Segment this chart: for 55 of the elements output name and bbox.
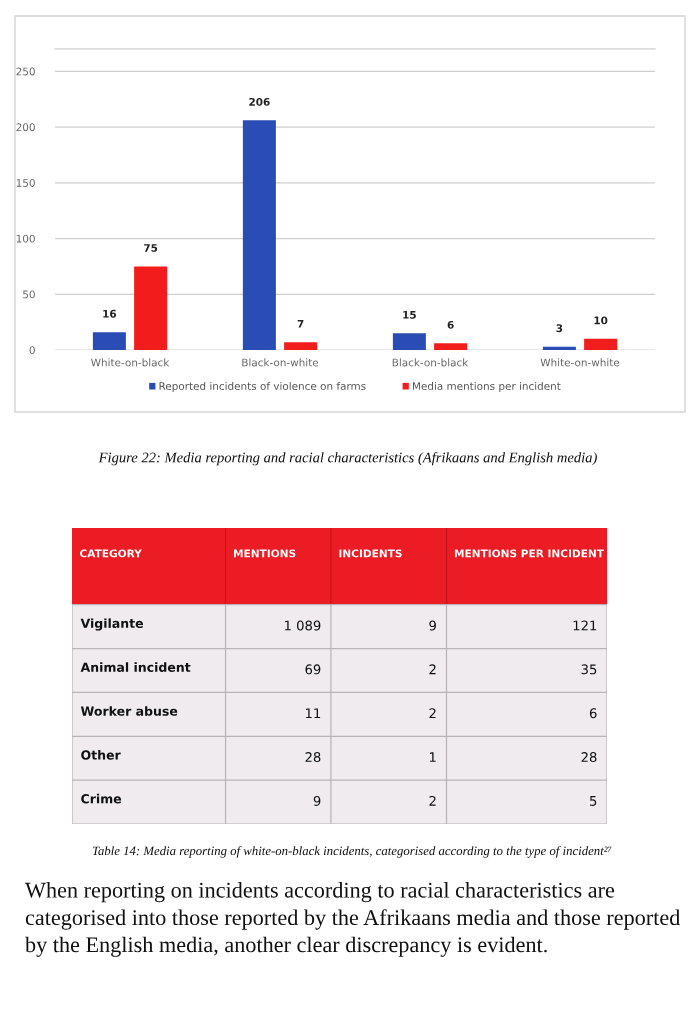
caption: Table 14: Media reporting of white-on-black incidents, categorised according to the type of incident²⁷: [92, 846, 612, 858]
bar: [284, 342, 318, 350]
text: 2: [429, 795, 436, 806]
y-tick-label: 50: [23, 290, 35, 299]
data-label: 3: [556, 324, 563, 333]
category-label: Animal incident: [80, 662, 191, 672]
text: 2: [429, 664, 436, 675]
text: 121: [573, 620, 597, 631]
bar: [434, 343, 468, 350]
text: 1: [429, 752, 436, 762]
caption: Figure 22: Media reporting and racial characteristics (Afrikaans and English media): [98, 452, 597, 466]
y-tick-label: 100: [16, 234, 35, 243]
category-label: Other: [81, 749, 121, 760]
data-label: 6: [447, 320, 454, 329]
data-label: 15: [403, 311, 416, 319]
y-tick-label: 150: [16, 179, 35, 187]
x-tick-label: Black-on-white: [242, 358, 319, 367]
category-label: MENTIONS: [234, 549, 296, 558]
category-label: Crime: [81, 793, 122, 804]
y-tick-label: 250: [16, 67, 35, 76]
text: 9: [429, 620, 436, 631]
text: 69: [305, 664, 321, 675]
legend-label: Media mentions per incident: [412, 381, 561, 393]
category-label: MENTIONS PER INCIDENT: [454, 549, 604, 558]
legend-label: Reported incidents of violence on farms: [159, 381, 366, 393]
text: 1 089: [284, 620, 321, 631]
y-tick-label: 0: [29, 346, 35, 355]
text: 5: [589, 796, 597, 806]
category-label: Vigilante: [80, 618, 143, 631]
text: 6: [589, 708, 597, 719]
category-label: Worker abuse: [80, 706, 178, 716]
data-label: 206: [249, 97, 270, 106]
text: 11: [305, 708, 321, 719]
bar: [134, 266, 168, 350]
text: 2: [429, 708, 436, 719]
bar: [542, 346, 576, 350]
text: 28: [305, 752, 321, 763]
data-label: 7: [297, 319, 304, 328]
y-tick-label: 200: [16, 123, 35, 132]
x-tick-label: White-on-white: [540, 358, 620, 367]
text: CATEGORY: [80, 549, 142, 558]
text: When reporting on incidents according to racial characteristics are categorised into those reported by the Afrikaans media and those reported by the English media, another clear discrepancy is evident.: [25, 882, 681, 957]
text: 35: [581, 664, 597, 675]
bar: [584, 338, 618, 350]
x-tick-label: Black-on-black: [392, 358, 469, 367]
bar: [92, 332, 126, 350]
bar: [242, 120, 276, 350]
data-label: 16: [103, 309, 117, 318]
text: 9: [313, 795, 321, 806]
category-label: INCIDENTS: [339, 549, 402, 558]
data-label: 10: [594, 316, 608, 325]
text: 28: [581, 752, 597, 763]
bar: [392, 333, 426, 350]
data-label: 75: [144, 244, 158, 252]
x-tick-label: White-on-black: [91, 358, 170, 367]
